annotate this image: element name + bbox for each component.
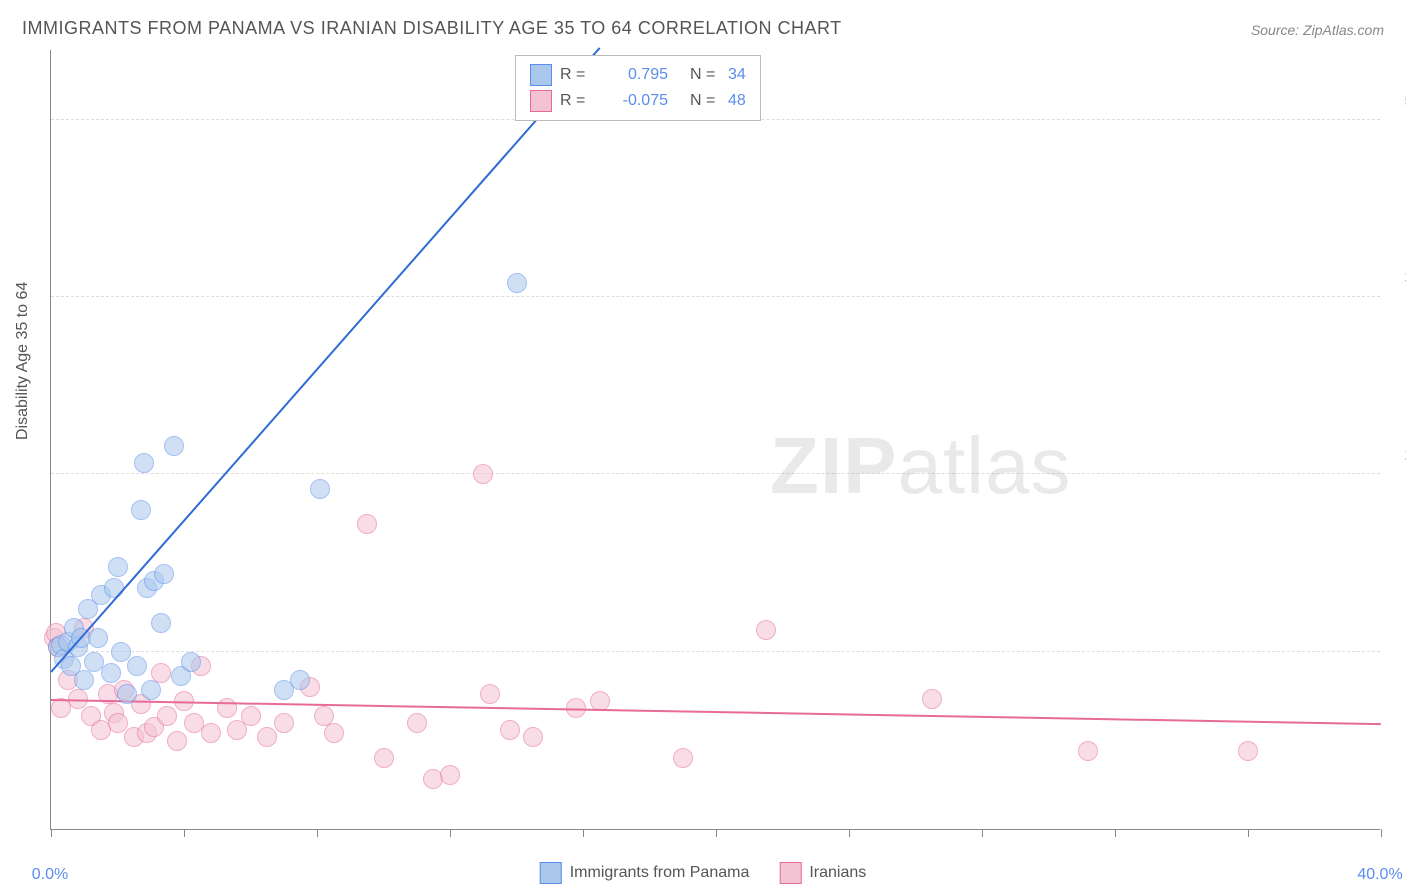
scatter-point (117, 684, 137, 704)
gridline (51, 473, 1380, 474)
scatter-point (167, 731, 187, 751)
scatter-point (507, 273, 527, 293)
legend-swatch (540, 862, 562, 884)
x-tick (716, 829, 717, 837)
legend-label: Iranians (809, 864, 866, 882)
scatter-point (500, 720, 520, 740)
stats-legend-row: R =0.795N =34 (530, 62, 746, 88)
scatter-point (241, 706, 261, 726)
gridline (51, 296, 1380, 297)
legend-swatch (530, 64, 552, 86)
scatter-point (1078, 741, 1098, 761)
scatter-point (756, 620, 776, 640)
chart-title: IMMIGRANTS FROM PANAMA VS IRANIAN DISABI… (22, 18, 842, 39)
scatter-point (88, 628, 108, 648)
x-tick (1248, 829, 1249, 837)
bottom-legend-item: Iranians (779, 862, 866, 884)
scatter-point (111, 642, 131, 662)
x-tick-label: 40.0% (1357, 866, 1402, 884)
bottom-legend-item: Immigrants from Panama (540, 862, 750, 884)
stats-legend: R =0.795N =34R =-0.075N =48 (515, 55, 761, 121)
y-tick-label: 50.0% (1390, 93, 1406, 111)
x-tick (1115, 829, 1116, 837)
x-tick (317, 829, 318, 837)
source-attribution: Source: ZipAtlas.com (1251, 22, 1384, 38)
scatter-point (440, 765, 460, 785)
scatter-point (480, 684, 500, 704)
x-tick (51, 829, 52, 837)
scatter-point (523, 727, 543, 747)
scatter-point (74, 670, 94, 690)
x-tick-label: 0.0% (32, 866, 68, 884)
x-tick (184, 829, 185, 837)
x-tick (583, 829, 584, 837)
stats-legend-row: R =-0.075N =48 (530, 88, 746, 114)
scatter-point (181, 652, 201, 672)
scatter-point (922, 689, 942, 709)
scatter-point (257, 727, 277, 747)
scatter-point (164, 436, 184, 456)
scatter-point (104, 578, 124, 598)
gridline (51, 651, 1380, 652)
scatter-point (151, 613, 171, 633)
legend-swatch (530, 90, 552, 112)
scatter-point (201, 723, 221, 743)
legend-swatch (779, 862, 801, 884)
scatter-point (127, 656, 147, 676)
scatter-point (154, 564, 174, 584)
y-tick-label: 12.5% (1390, 625, 1406, 643)
scatter-point (141, 680, 161, 700)
x-tick (1381, 829, 1382, 837)
x-tick (849, 829, 850, 837)
scatter-point (274, 680, 294, 700)
y-tick-label: 37.5% (1390, 270, 1406, 288)
scatter-point (108, 557, 128, 577)
scatter-point (324, 723, 344, 743)
scatter-point (274, 713, 294, 733)
scatter-point (374, 748, 394, 768)
scatter-point (357, 514, 377, 534)
scatter-point (673, 748, 693, 768)
scatter-point (134, 453, 154, 473)
trend-line (50, 47, 600, 672)
scatter-point (407, 713, 427, 733)
plot-area: 12.5%25.0%37.5%50.0% (50, 50, 1380, 830)
scatter-point (131, 500, 151, 520)
y-axis-label: Disability Age 35 to 64 (14, 282, 32, 440)
x-tick (450, 829, 451, 837)
scatter-point (473, 464, 493, 484)
scatter-point (108, 713, 128, 733)
legend-label: Immigrants from Panama (570, 864, 750, 882)
y-tick-label: 25.0% (1390, 447, 1406, 465)
scatter-point (310, 479, 330, 499)
scatter-point (1238, 741, 1258, 761)
x-tick (982, 829, 983, 837)
bottom-legend: Immigrants from Panama Iranians (540, 862, 867, 884)
scatter-point (157, 706, 177, 726)
scatter-point (101, 663, 121, 683)
